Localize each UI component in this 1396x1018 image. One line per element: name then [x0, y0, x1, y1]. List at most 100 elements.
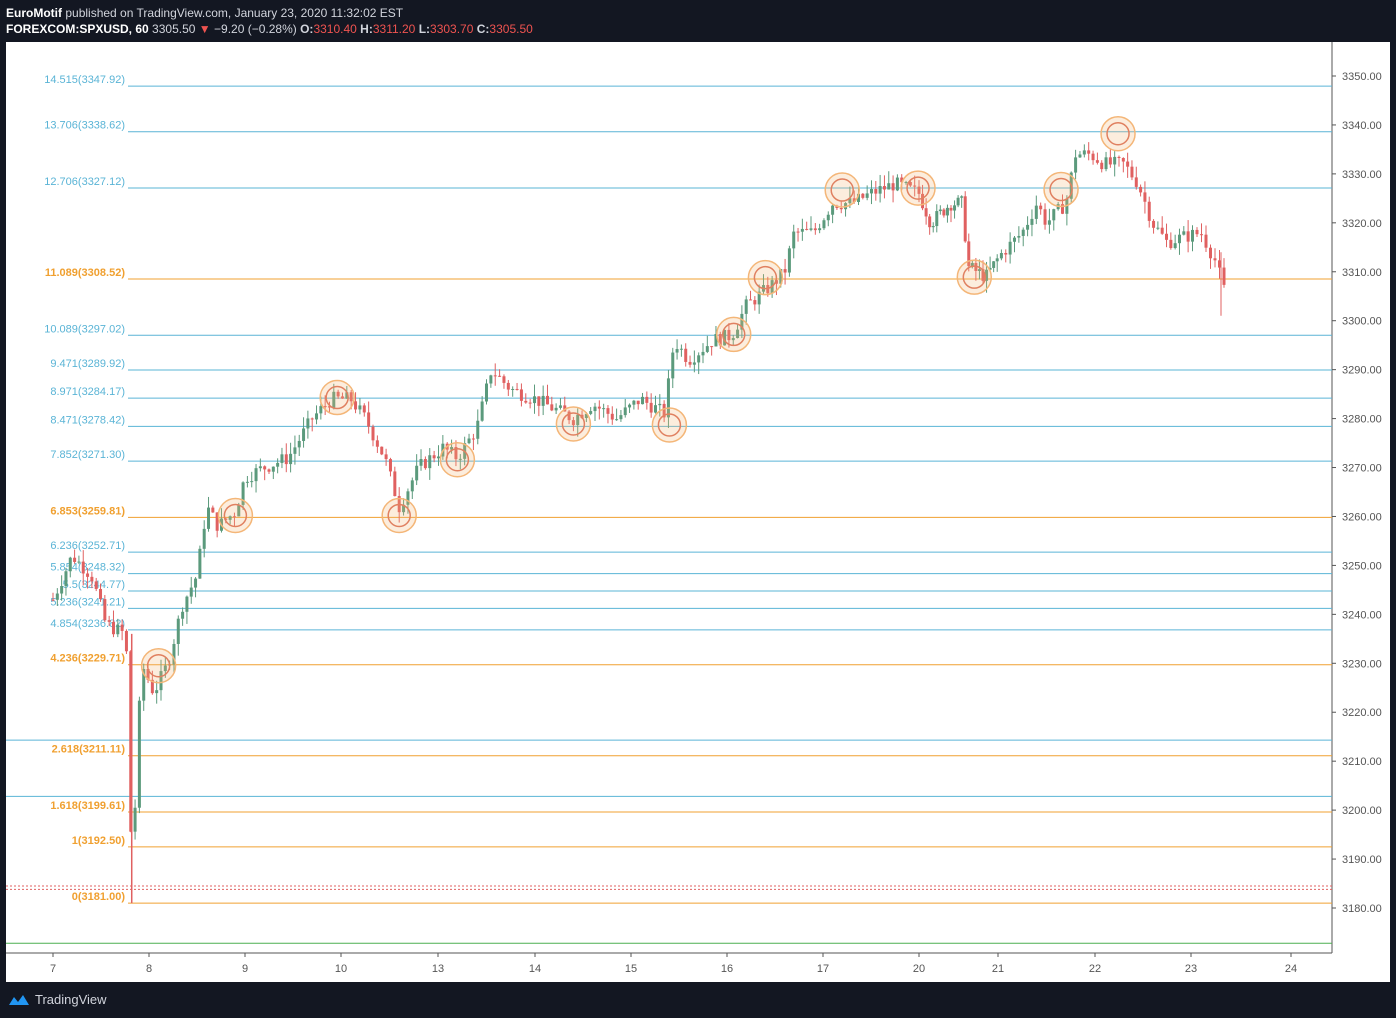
- candle-body: [393, 471, 397, 497]
- chart-area[interactable]: 14.515(3347.92) 13.706(3338.62) 12.706(332…: [6, 42, 1390, 982]
- candle-body: [493, 375, 497, 377]
- author-name[interactable]: EuroMotif: [6, 6, 62, 20]
- time-tick-label: 9: [242, 963, 248, 975]
- symbol-name[interactable]: FOREXCOM:SPXUSD, 60: [6, 22, 149, 36]
- candle-body: [155, 690, 159, 694]
- candle-body: [606, 408, 610, 414]
- candle-body: [826, 214, 830, 221]
- candle-body: [710, 346, 714, 348]
- candle-body: [432, 455, 436, 459]
- candle-body: [215, 512, 219, 531]
- chart-svg[interactable]: 14.515(3347.92) 13.706(3338.62) 12.706(332…: [6, 42, 1390, 982]
- candle-body: [701, 351, 705, 356]
- candle-body: [813, 228, 817, 231]
- candle-body: [406, 491, 410, 505]
- candle-body: [1182, 231, 1186, 235]
- highlight-circle-outer: [900, 170, 936, 206]
- candle-body: [436, 456, 440, 459]
- time-tick-label: 21: [992, 963, 1004, 975]
- candle-body: [960, 196, 964, 198]
- candle-body: [632, 400, 636, 405]
- price-tick-label: 3260.00: [1342, 511, 1382, 523]
- candle-body: [831, 205, 835, 215]
- highlight-circle-inner: [962, 265, 987, 289]
- highlight-circle-inner: [1049, 177, 1073, 202]
- candle-body: [822, 220, 826, 229]
- down-arrow-icon: ▼: [198, 22, 211, 36]
- candle-body: [1039, 205, 1043, 210]
- highlight-circle-outer: [319, 379, 355, 416]
- fib-level-label: 6.853(3259.81): [50, 505, 125, 517]
- candle-body: [323, 406, 327, 408]
- candle-body: [852, 198, 856, 203]
- candle-body: [1177, 234, 1181, 244]
- candle-body: [774, 280, 778, 284]
- candle-body: [454, 447, 458, 460]
- highlight-circle-outer: [140, 647, 177, 684]
- candle-body: [1126, 161, 1130, 167]
- candle-body: [467, 438, 471, 444]
- tradingview-logo[interactable]: TradingView: [8, 992, 107, 1007]
- candle-body: [705, 346, 709, 352]
- candle-body: [942, 209, 946, 216]
- candle-body: [1169, 239, 1173, 249]
- candle-body: [133, 807, 137, 832]
- highlight-circle-inner: [223, 503, 248, 528]
- candle-body: [727, 329, 731, 341]
- time-tick-label: 14: [529, 963, 541, 975]
- highlight-circle-inner: [1106, 122, 1130, 146]
- low-label: L:: [418, 22, 431, 36]
- candle-body: [1074, 157, 1078, 173]
- candle-body: [662, 403, 666, 418]
- candle-body: [55, 593, 59, 600]
- candle-body: [953, 205, 957, 211]
- candle-body: [988, 267, 992, 270]
- candle-body: [284, 454, 288, 465]
- candle-body: [1218, 260, 1221, 268]
- candle-body: [567, 411, 571, 421]
- candle-body: [163, 665, 167, 672]
- candle-body: [949, 207, 953, 211]
- candle-body: [124, 630, 128, 652]
- candle-body: [679, 348, 683, 350]
- candle-body: [60, 586, 64, 594]
- price-tick-label: 3330.00: [1342, 169, 1382, 181]
- highlight-circle-inner: [387, 503, 411, 528]
- candle-body: [189, 587, 193, 597]
- candle-body: [787, 248, 791, 273]
- published-text: published on TradingView.com, January 23…: [65, 6, 404, 20]
- candle-body: [271, 466, 275, 472]
- candle-body: [908, 182, 912, 186]
- candle-body: [878, 186, 882, 194]
- fib-level-label: 4.854(3236.82): [50, 618, 125, 630]
- candle-body: [571, 420, 575, 426]
- time-tick-label: 15: [625, 963, 637, 975]
- candle-body: [73, 557, 77, 562]
- candle-body: [415, 465, 419, 481]
- candle-body: [1091, 153, 1095, 161]
- candle-body: [480, 401, 484, 421]
- candle-body: [576, 414, 580, 426]
- candle-body: [967, 241, 971, 267]
- close-label: C:: [476, 22, 490, 36]
- candle-body: [610, 413, 614, 420]
- candle-body: [658, 403, 662, 406]
- candle-body: [671, 352, 675, 379]
- candle-body: [129, 651, 133, 832]
- price-tick-label: 3310.00: [1342, 267, 1382, 279]
- candle-body: [1147, 201, 1151, 221]
- candle-body: [757, 291, 761, 305]
- candle-body: [684, 348, 688, 362]
- highlight-circle-outer: [1043, 171, 1079, 208]
- candle-body: [563, 405, 567, 412]
- candle-body: [924, 208, 928, 217]
- candle-body: [176, 618, 180, 644]
- fib-level-label: 1(3192.50): [72, 835, 126, 847]
- candle-body: [1130, 166, 1134, 178]
- candle-body: [263, 466, 267, 470]
- candle-body: [232, 516, 236, 518]
- candle-body: [1104, 157, 1108, 170]
- price-tick-label: 3300.00: [1342, 316, 1382, 328]
- candle-body: [891, 183, 895, 191]
- candle-body: [489, 375, 493, 384]
